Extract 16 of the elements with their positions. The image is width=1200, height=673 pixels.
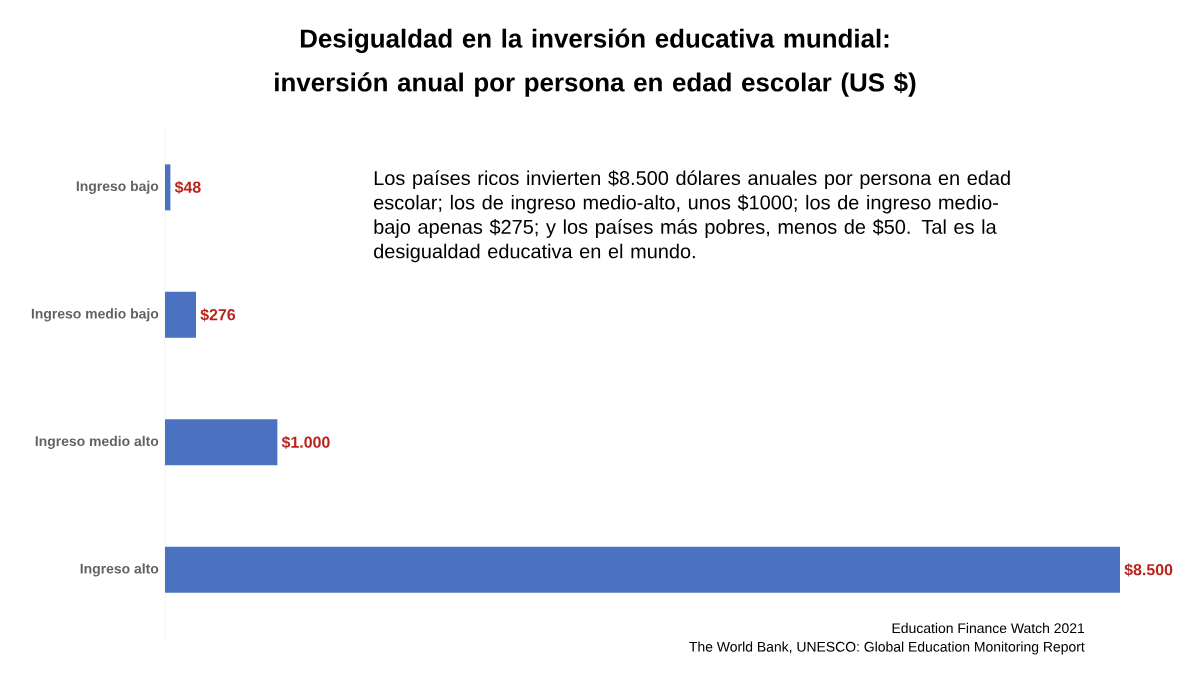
chart-title: Desigualdad en la inversión educativa mundial: inversión anual por persona en edad escolar (US $) bbox=[275, 28, 916, 97]
data-label: $8.500 bbox=[1124, 563, 1173, 577]
y-tick-label: Ingreso bajo bbox=[76, 180, 159, 194]
bar bbox=[165, 164, 171, 211]
text: The World Bank, UNESCO: Global Education Monitoring Report bbox=[689, 641, 1085, 655]
annotation: Los países ricos invierten $8.500 dólares anuales por persona en edad escolar; los de ingreso medio-alto, unos $1000; los de ingreso medio-bajo apenas $275; y los países más pobres, menos de $50. Tal es la desigualdad educativa en el mundo. bbox=[374, 170, 1010, 263]
bar bbox=[165, 291, 197, 338]
data-label: $276 bbox=[200, 308, 236, 322]
data-label: $48 bbox=[174, 180, 201, 194]
y-tick-label: Ingreso alto bbox=[80, 563, 159, 577]
data-label: $1.000 bbox=[281, 435, 330, 449]
bar bbox=[165, 546, 1120, 593]
y-tick-label: Ingreso medio bajo bbox=[31, 308, 159, 322]
y-tick-label: Ingreso medio alto bbox=[35, 435, 159, 449]
annotation: Education Finance Watch 2021 bbox=[892, 622, 1085, 634]
bar bbox=[165, 419, 278, 466]
